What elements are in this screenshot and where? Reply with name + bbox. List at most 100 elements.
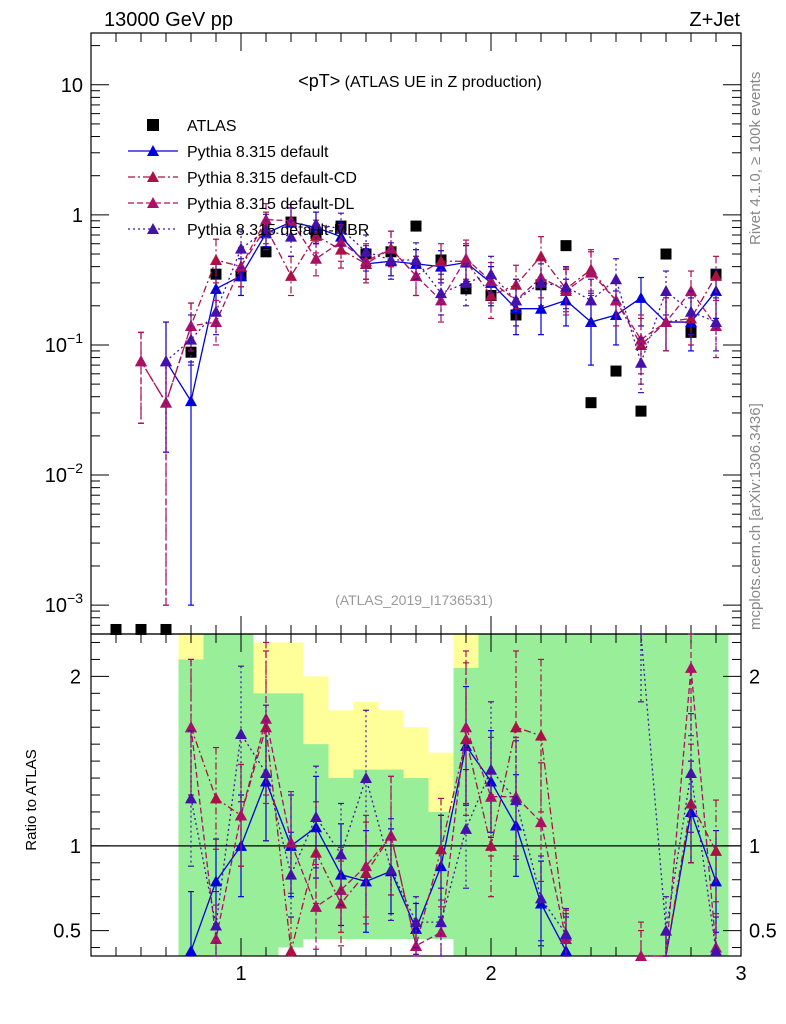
series-3-main-marker xyxy=(310,252,322,264)
series-3-main-marker xyxy=(260,213,272,225)
series-1-ratio-marker xyxy=(685,805,697,817)
x-tick-label: 3 xyxy=(735,963,746,985)
main-y-tick-label: 10 xyxy=(61,75,83,97)
series-1-ratio-marker xyxy=(510,819,522,831)
rivet-version-label: Rivet 4.1.0, ≥ 100k events xyxy=(747,72,764,245)
series-1-ratio-marker xyxy=(435,860,447,872)
legend-item-1: Pythia 8.315 default xyxy=(128,144,329,161)
series-3-main-marker xyxy=(335,235,347,247)
series-2-ratio-marker xyxy=(435,843,447,855)
plot-title-main: <pT> xyxy=(298,71,340,91)
legend-label: ATLAS xyxy=(187,118,237,135)
main-y-tick-base: 10 xyxy=(45,335,67,357)
ratio-y-tick-label: 2 xyxy=(70,666,81,688)
series-4-ratio-marker xyxy=(235,727,247,739)
plot-title-suffix: (ATLAS UE in Z production) xyxy=(340,74,542,91)
series-4-main-marker xyxy=(485,268,497,280)
series-3-main-marker xyxy=(660,316,672,328)
series-2-ratio-marker xyxy=(535,729,547,741)
main-y-tick-base: 10 xyxy=(45,595,67,617)
series-1-main-marker xyxy=(535,302,547,314)
series-2-ratio-marker xyxy=(285,944,297,956)
series-4-main-marker xyxy=(260,224,272,236)
series-2-main-marker xyxy=(435,255,447,267)
series-3-ratio-marker xyxy=(185,721,197,733)
series-4-ratio-marker xyxy=(710,944,722,956)
main-y-tick-base: 10 xyxy=(61,75,83,97)
series-4-main-marker xyxy=(560,280,572,292)
series-4-main-marker xyxy=(335,222,347,234)
series-3-ratio-marker xyxy=(260,712,272,724)
main-y-tick-label: 10−1 xyxy=(45,330,83,357)
atlas-data-point xyxy=(560,240,572,252)
series-4-main-marker xyxy=(685,305,697,317)
ratio-band-green xyxy=(578,634,604,956)
x-tick-label: 1 xyxy=(235,963,246,985)
series-4-main-marker xyxy=(460,276,472,288)
series-4-ratio-marker xyxy=(535,892,547,904)
series-2-main-marker xyxy=(710,269,722,281)
series-3-ratio-marker xyxy=(435,926,447,938)
ratio-y-tick-label-right: 1 xyxy=(749,836,760,858)
ratio-band-green xyxy=(553,634,579,956)
legend-label: Pythia 8.315 default-MBR xyxy=(187,222,369,239)
legend-item-4: Pythia 8.315 default-MBR xyxy=(128,222,369,239)
main-y-tick-base: 1 xyxy=(72,205,83,227)
series-3-main-marker xyxy=(135,355,147,367)
series-4-ratio-marker xyxy=(410,916,422,928)
ratio-ylabel: Ratio to ATLAS xyxy=(23,749,40,850)
legend-marker xyxy=(147,223,159,234)
series-4-main-marker xyxy=(535,276,547,288)
series-1-ratio-marker xyxy=(485,775,497,787)
legend-marker xyxy=(147,119,159,131)
series-4-ratio-marker xyxy=(685,766,697,778)
series-4-ratio-marker xyxy=(660,924,672,936)
series-4-main-marker xyxy=(160,355,172,367)
atlas-data-point xyxy=(135,623,147,635)
series-4-ratio-line xyxy=(190,732,567,935)
series-4-main-marker xyxy=(710,316,722,328)
series-3-ratio-marker xyxy=(460,721,472,733)
atlas-data-point xyxy=(460,283,472,295)
series-3-ratio-marker xyxy=(485,790,497,802)
series-4-main-marker xyxy=(660,284,672,296)
ratio-y-tick-label-right: 2 xyxy=(749,666,760,688)
series-4-main-marker xyxy=(360,245,372,257)
main-y-tick-label: 10−2 xyxy=(45,460,83,487)
atlas-data-point xyxy=(185,346,197,358)
series-1-ratio-line xyxy=(190,744,567,952)
main-y-tick-label: 10−3 xyxy=(45,590,83,617)
ratio-band-green xyxy=(603,634,629,956)
series-2-main-marker xyxy=(285,269,297,281)
series-3-ratio-marker xyxy=(535,816,547,828)
series-2-ratio-line xyxy=(641,801,717,957)
legend-item-3: Pythia 8.315 default-DL xyxy=(128,196,354,213)
main-y-tick-exponent: −3 xyxy=(67,590,83,606)
series-4-main-marker xyxy=(435,287,447,299)
series-1-ratio-marker xyxy=(185,944,197,956)
series-3-ratio-marker xyxy=(285,836,297,848)
x-tick-label: 2 xyxy=(485,963,496,985)
series-2-ratio-marker xyxy=(460,733,472,745)
series-4-main-marker xyxy=(185,333,197,345)
series-3-ratio-line xyxy=(190,718,567,947)
mcplots-reference-label: mcplots.cern.ch [arXiv:1306.3436] xyxy=(747,403,764,630)
atlas-data-point xyxy=(160,623,172,635)
ratio-y-tick-label-right: 0.5 xyxy=(749,921,777,943)
series-4-ratio-marker xyxy=(385,863,397,875)
plot-title: <pT> (ATLAS UE in Z production) xyxy=(298,71,542,91)
series-3-ratio-marker xyxy=(235,809,247,821)
series-1-ratio-marker xyxy=(210,875,222,887)
series-2-main-marker xyxy=(310,229,322,241)
series-4-ratio-marker xyxy=(260,766,272,778)
series-4-main-marker xyxy=(310,218,322,230)
series-3-main-marker xyxy=(460,252,472,264)
series-4-main-marker xyxy=(410,253,422,265)
legend-label: Pythia 8.315 default-CD xyxy=(187,170,357,187)
main-y-tick-label: 1 xyxy=(72,205,83,227)
atlas-data-point xyxy=(260,246,272,258)
atlas-data-point xyxy=(110,623,122,635)
analysis-tag: (ATLAS_2019_I1736531) xyxy=(335,592,493,608)
series-3-main-marker xyxy=(585,266,597,278)
